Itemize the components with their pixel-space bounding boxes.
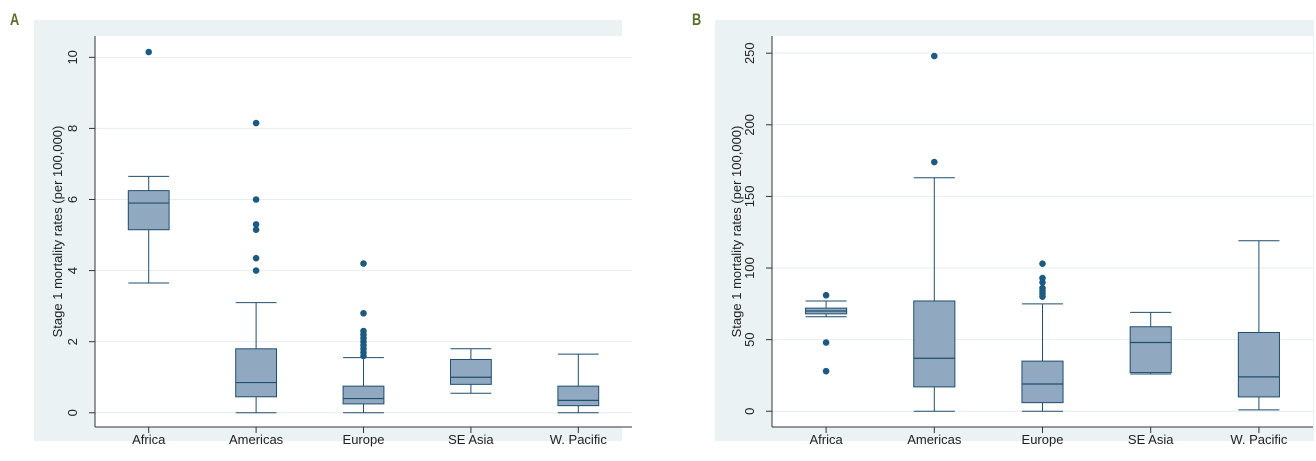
- outlier-b-1-0: [931, 158, 938, 166]
- outlier-b-2-6: [1039, 260, 1046, 268]
- y-tick-label-a-1: 2: [65, 338, 80, 345]
- outlier-a-1-2: [252, 226, 260, 234]
- outlier-b-0-2: [822, 291, 830, 299]
- outlier-b-0-1: [822, 339, 830, 346]
- iqr-box-a-3: [449, 358, 492, 385]
- x-tick-label-a-2: Europe: [343, 432, 385, 447]
- chart-panel-b: 0 50 100 150 200 250 Stage 1 mortality rates (…: [658, 0, 1316, 461]
- outlier-b-2-5: [1039, 274, 1046, 282]
- x-tick-label-a-4: W. Pacific: [550, 432, 608, 447]
- iqr-box-b-4: [1237, 331, 1280, 398]
- x-tick-label-a-0: Africa: [132, 432, 166, 447]
- outlier-b-0-0: [822, 367, 830, 375]
- y-tick-label-a-3: 6: [65, 196, 80, 203]
- x-tick-label-a-1: Americas: [229, 432, 284, 447]
- y-axis-title-a: Stage 1 mortality rates (per 100,000): [50, 126, 65, 338]
- panel-label-a: A: [10, 10, 20, 29]
- outlier-a-1-4: [252, 196, 260, 203]
- y-tick-label-b-3: 150: [742, 186, 757, 208]
- iqr-box-b-3: [1129, 326, 1172, 374]
- panel-label-b: B: [692, 10, 702, 29]
- x-tick-label-b-0: Africa: [809, 432, 843, 447]
- box-a-1: [235, 119, 278, 414]
- y-tick-label-b-4: 200: [742, 114, 757, 136]
- outlier-b-2-3: [1039, 284, 1046, 292]
- outlier-a-2-9: [360, 260, 367, 267]
- outlier-a-2-7: [360, 327, 367, 335]
- x-tick-label-b-2: Europe: [1022, 432, 1064, 447]
- y-tick-label-b-5: 250: [742, 42, 757, 64]
- chart-panel-a: 0 2 4 6 8 10 Stage 1 mortality rates (per 100,…: [10, 10, 632, 447]
- iqr-box-a-0: [127, 190, 170, 231]
- x-tick-label-b-4: W. Pacific: [1230, 432, 1288, 447]
- boxplot-chart-b: 0 50 100 150 200 250 Stage 1 mortality rates (…: [715, 20, 1314, 447]
- box-a-3: [449, 348, 492, 394]
- iqr-box-a-1: [235, 348, 278, 398]
- y-axis-title-b: Stage 1 mortality rates (per 100,000): [729, 126, 744, 338]
- iqr-box-b-1: [913, 300, 956, 388]
- iqr-box-b-2: [1021, 360, 1064, 404]
- boxplot-chart-a: 0 2 4 6 8 10 Stage 1 mortality rates (per 100,…: [34, 20, 632, 447]
- box-b-4: [1237, 240, 1280, 411]
- outlier-a-2-8: [360, 309, 367, 317]
- y-tick-label-b-2: 100: [742, 257, 757, 279]
- iqr-box-a-2: [342, 385, 385, 405]
- y-tick-label-a-2: 4: [65, 267, 80, 274]
- x-tick-label-b-3: SE Asia: [1128, 432, 1174, 447]
- box-b-2: [1021, 260, 1064, 412]
- box-b-0: [805, 291, 848, 375]
- box-a-0: [127, 48, 170, 284]
- y-tick-label-a-4: 8: [65, 125, 80, 132]
- y-tick-label-a-0: 0: [65, 409, 80, 416]
- y-tick-label-a-5: 10: [65, 50, 80, 64]
- outlier-a-1-5: [252, 119, 260, 127]
- iqr-box-a-4: [557, 385, 600, 407]
- box-b-1: [913, 52, 956, 412]
- outlier-a-1-1: [252, 254, 260, 262]
- x-tick-label-b-1: Americas: [907, 432, 962, 447]
- outlier-a-1-3: [252, 221, 260, 228]
- outlier-b-1-1: [931, 52, 938, 60]
- outlier-a-0-0: [145, 48, 152, 56]
- box-a-2: [342, 260, 385, 414]
- box-b-3: [1129, 311, 1172, 375]
- outlier-a-1-0: [252, 267, 260, 274]
- x-tick-label-a-3: SE Asia: [448, 432, 494, 447]
- y-tick-label-b-1: 50: [742, 332, 757, 346]
- y-tick-label-b-0: 0: [742, 408, 757, 415]
- box-a-4: [557, 353, 600, 414]
